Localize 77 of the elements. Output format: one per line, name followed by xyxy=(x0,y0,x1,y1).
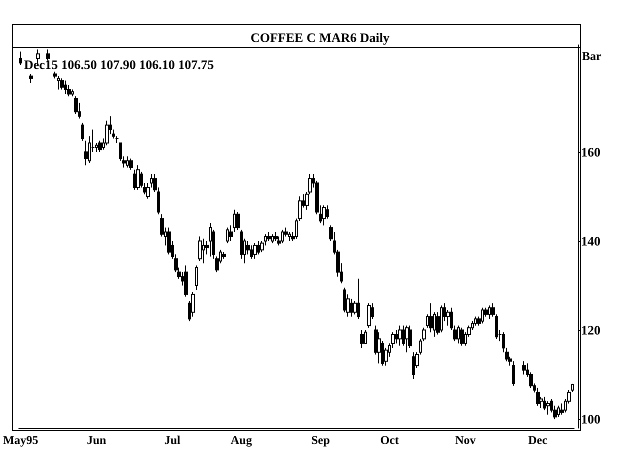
candlestick xyxy=(98,140,102,152)
candlestick xyxy=(274,232,278,242)
candlestick xyxy=(129,158,133,170)
candlestick xyxy=(405,325,409,353)
candlestick xyxy=(126,156,129,168)
candlestick xyxy=(195,264,198,290)
annotation: Dec15 106.50 107.90 106.10 107.75 xyxy=(24,57,214,72)
candlestick xyxy=(67,84,71,97)
candlestick xyxy=(398,325,402,346)
candlestick xyxy=(167,227,171,255)
candlestick xyxy=(512,360,515,386)
candlestick xyxy=(429,302,433,333)
candlestick xyxy=(557,405,560,418)
candlestick xyxy=(236,212,240,230)
candlestick xyxy=(536,387,540,406)
candlestick xyxy=(360,330,364,348)
candlestick xyxy=(322,204,326,226)
x-tick-label: Sep xyxy=(311,433,330,447)
candlestick xyxy=(64,80,67,94)
candlestick xyxy=(209,222,212,258)
candlestick xyxy=(364,330,367,344)
candlestick xyxy=(202,238,205,264)
candlestick xyxy=(191,292,195,318)
y-tick-label: 100 xyxy=(581,412,600,427)
candlestick xyxy=(560,403,564,416)
candlestick xyxy=(250,244,253,260)
candlestick xyxy=(522,360,526,376)
candlestick xyxy=(240,229,243,260)
candlestick xyxy=(29,73,33,84)
candlestick xyxy=(60,78,64,90)
candlestick xyxy=(19,51,22,66)
candlestick xyxy=(267,232,271,242)
candlestick xyxy=(81,122,84,142)
candlestick xyxy=(408,325,412,348)
chart-title: COFFEE C MAR6 Daily xyxy=(250,30,390,45)
x-tick-label: Jun xyxy=(86,433,106,447)
candlestick xyxy=(74,96,78,115)
candlestick xyxy=(357,278,360,320)
candlestick xyxy=(222,252,226,260)
x-tick-label: Jul xyxy=(164,433,182,447)
candlestick xyxy=(198,236,202,262)
candlestick xyxy=(395,330,398,344)
candlestick xyxy=(546,400,550,416)
x-tick-label: May95 xyxy=(2,433,38,447)
candlestick xyxy=(367,302,371,328)
candlestick xyxy=(343,287,346,313)
y-tick-label: 120 xyxy=(581,322,600,338)
candlestick xyxy=(481,307,484,324)
y-tick-label: 140 xyxy=(581,233,600,248)
candlestick xyxy=(571,383,574,392)
candlestick xyxy=(84,140,88,166)
candlestick xyxy=(281,229,284,244)
candlestick xyxy=(271,234,274,244)
x-tick-label: Aug xyxy=(230,433,252,447)
y-axis-title: Bar xyxy=(582,49,602,63)
candlestick xyxy=(184,264,188,298)
candlestick xyxy=(288,232,291,242)
candlestick xyxy=(133,169,136,190)
candlestick xyxy=(543,396,546,411)
candlestick xyxy=(460,327,464,346)
candlestick xyxy=(226,227,229,244)
candlestick xyxy=(412,352,415,380)
candlestick xyxy=(474,316,477,326)
x-tick-label: Nov xyxy=(455,433,476,447)
candlestick xyxy=(257,240,260,255)
candlestick xyxy=(457,325,460,344)
candlestick xyxy=(136,164,140,190)
candlestick xyxy=(440,305,443,333)
candlestick xyxy=(57,76,60,90)
x-tick-label: Oct xyxy=(380,433,399,447)
candlestick xyxy=(350,298,353,318)
candlestick xyxy=(253,242,257,260)
candlestick xyxy=(71,89,74,97)
candlestick xyxy=(488,305,491,320)
candlestick xyxy=(105,120,109,146)
y-tick-label: 160 xyxy=(581,144,600,160)
x-tick-label: Dec xyxy=(528,433,548,447)
